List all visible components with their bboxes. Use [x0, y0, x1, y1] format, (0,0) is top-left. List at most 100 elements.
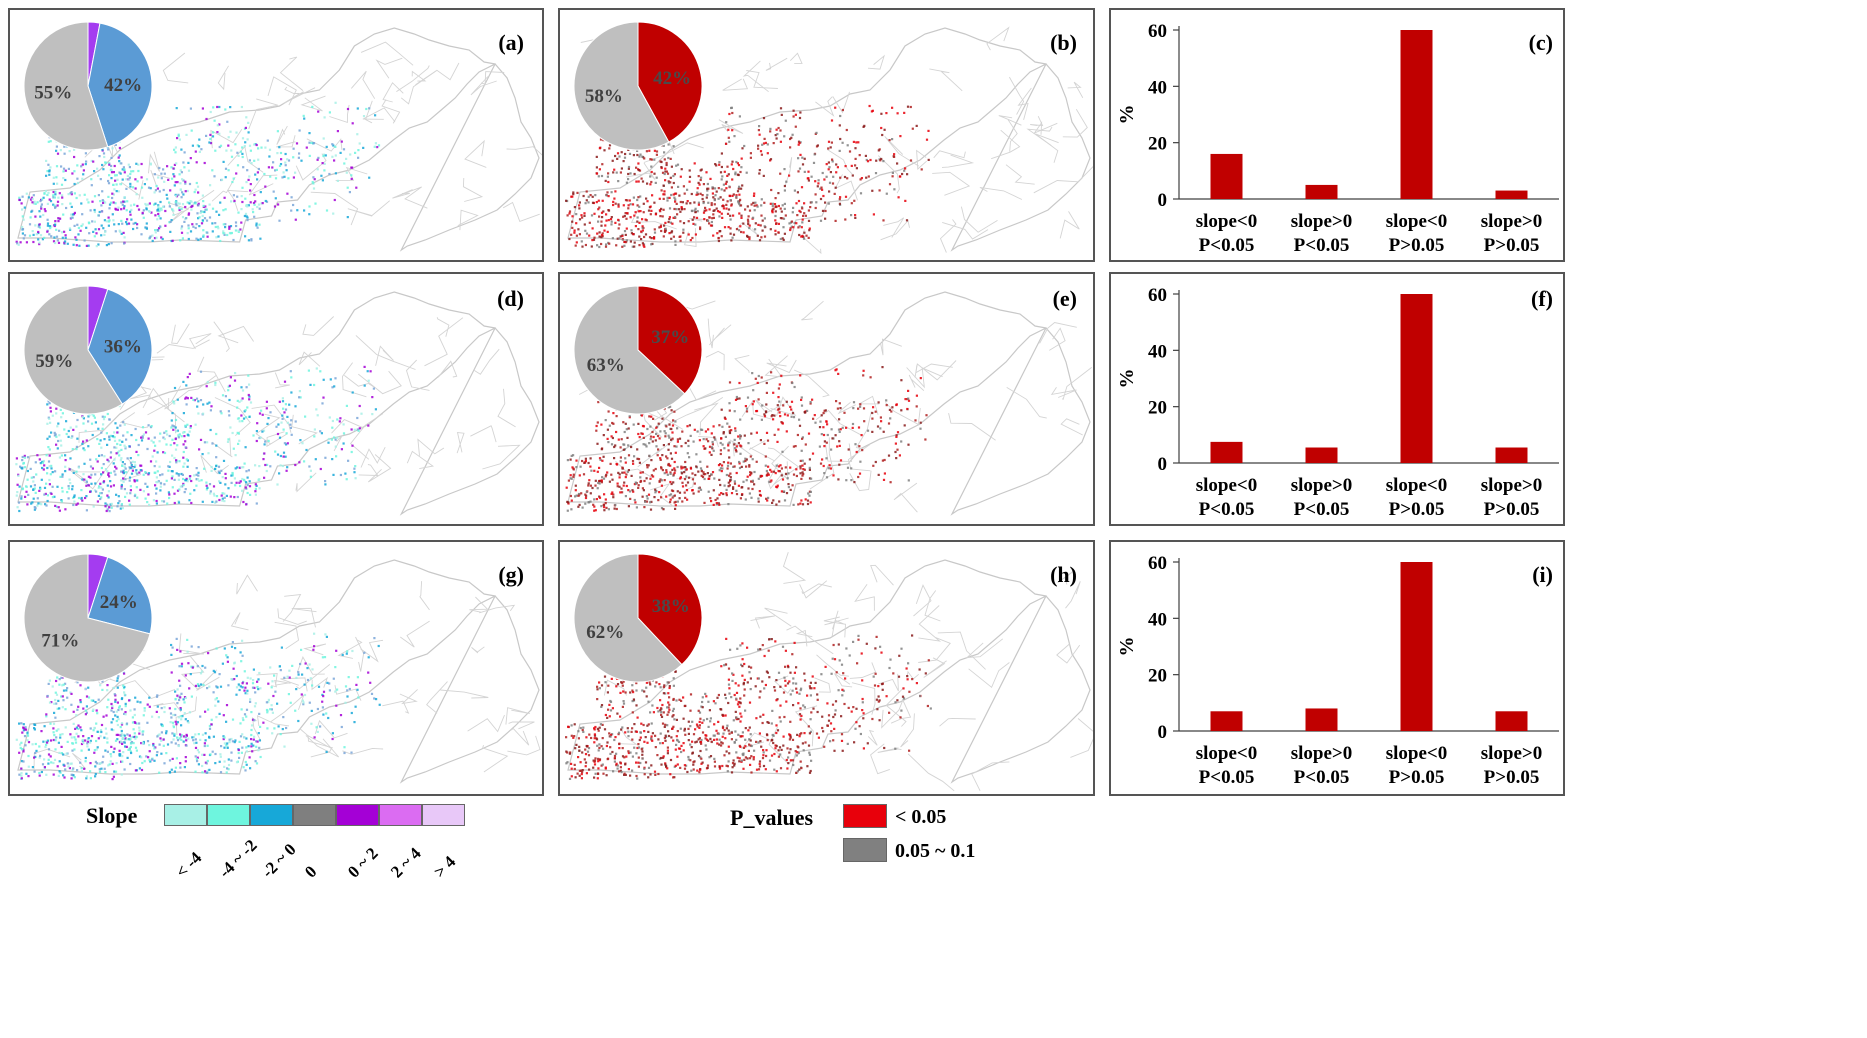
map-pixel [702, 471, 705, 474]
map-pixel [581, 459, 584, 463]
map-pixel [881, 133, 884, 137]
map-pixel [608, 147, 611, 150]
map-pixel [121, 222, 124, 225]
map-pixel [250, 238, 253, 241]
map-pixel [62, 213, 65, 216]
map-pixel [190, 501, 193, 505]
map-pixel [224, 108, 227, 111]
map-pixel [703, 477, 706, 481]
map-pixel [803, 157, 806, 160]
map-pixel [132, 170, 135, 173]
map-pixel [262, 429, 266, 432]
county-boundary [227, 145, 264, 173]
map-pixel [247, 393, 250, 397]
map-pixel [345, 478, 348, 481]
map-pixel [823, 409, 826, 412]
map-pixel [854, 216, 857, 219]
map-pixel [100, 454, 103, 457]
map-pixel [732, 233, 736, 236]
map-pixel [688, 456, 691, 459]
map-pixel [103, 736, 106, 739]
map-pixel [582, 194, 585, 198]
map-pixel [672, 419, 675, 422]
map-pixel [583, 223, 586, 226]
map-pixel [163, 172, 166, 175]
map-pixel [32, 233, 35, 236]
map-pixel [733, 443, 736, 446]
map-pixel [673, 501, 676, 504]
county-boundary [684, 228, 697, 248]
map-pixel [144, 482, 147, 485]
map-pixel [309, 469, 312, 472]
map-pixel [777, 465, 780, 468]
map-pixel [211, 135, 215, 138]
map-pixel [667, 180, 670, 183]
map-pixel [76, 223, 79, 226]
map-pixel [728, 381, 732, 384]
map-pixel [166, 165, 169, 168]
map-pixel [62, 167, 66, 170]
map-pixel [661, 469, 664, 472]
map-pixel [184, 180, 187, 183]
map-pixel [117, 156, 120, 159]
map-pixel [104, 771, 107, 774]
map-pixel [358, 142, 361, 145]
map-pixel [219, 771, 223, 774]
map-pixel [627, 427, 630, 430]
map-pixel [143, 183, 146, 186]
map-pixel [624, 199, 628, 202]
map-pixel [855, 450, 858, 454]
map-pixel [241, 746, 244, 749]
map-pixel [346, 107, 350, 111]
map-pixel [20, 497, 23, 500]
map-pixel [126, 218, 129, 221]
map-pixel [162, 744, 165, 747]
map-pixel [219, 239, 222, 243]
map-pixel [795, 202, 798, 205]
map-pixel [649, 501, 652, 504]
map-pixel [147, 756, 150, 759]
map-pixel [798, 167, 802, 170]
map-pixel [234, 467, 237, 470]
map-pixel [86, 742, 89, 745]
map-pixel [178, 694, 182, 697]
map-pixel [313, 383, 316, 387]
map-pixel [882, 160, 885, 163]
map-pixel [256, 226, 259, 229]
map-pixel [783, 184, 786, 188]
map-pixel [835, 400, 838, 403]
map-pixel [708, 222, 711, 225]
map-pixel [234, 739, 237, 742]
map-pixel [23, 466, 27, 469]
map-pixel [69, 733, 72, 736]
map-pixel [160, 236, 163, 239]
map-pixel [600, 236, 603, 239]
map-pixel [122, 421, 125, 424]
map-pixel [613, 168, 616, 171]
map-pixel [178, 460, 181, 463]
county-boundary [342, 747, 384, 755]
map-pixel [80, 767, 83, 770]
map-pixel [49, 755, 52, 758]
map-pixel [770, 371, 773, 374]
map-pixel [202, 204, 205, 207]
map-pixel [729, 479, 732, 482]
map-pixel [208, 483, 212, 486]
map-pixel [699, 178, 702, 182]
map-pixel [789, 228, 792, 232]
map-pixel [46, 170, 49, 173]
map-pixel [771, 211, 774, 214]
map-pixel [198, 225, 201, 228]
map-pixel [839, 114, 842, 118]
county-boundary [295, 153, 327, 181]
map-pixel [157, 205, 160, 208]
map-pixel [729, 214, 732, 217]
map-pixel [726, 422, 729, 425]
map-pixel [56, 425, 59, 428]
map-pixel [29, 216, 32, 219]
map-pixel [332, 473, 335, 476]
map-pixel [47, 460, 51, 463]
map-pixel [130, 434, 133, 437]
map-pixel [342, 148, 346, 151]
bar-3 [1400, 294, 1433, 463]
